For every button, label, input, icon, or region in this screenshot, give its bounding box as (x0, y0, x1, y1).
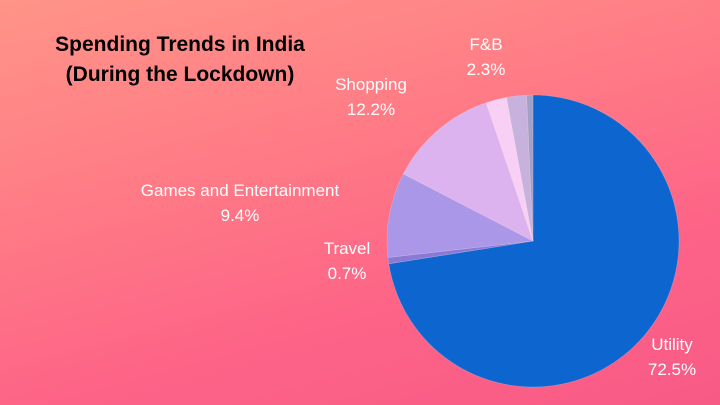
pie-slice-games-and-entertainment (386, 173, 535, 258)
slice-value-games-and-entertainment: 9.4% (221, 206, 260, 225)
chart-title: Spending Trends in India (During the Loc… (0, 30, 360, 90)
slice-label-games-and-entertainment: Games and Entertainment (141, 181, 340, 200)
pie-slice-unlabeled-5 (506, 94, 534, 242)
slice-value-shopping: 12.2% (347, 100, 395, 119)
pie-slice-utility (388, 94, 680, 388)
slice-value-travel: 0.7% (328, 264, 367, 283)
slice-label-utility: Utility (651, 335, 693, 354)
slice-label-f-b: F&B (469, 35, 502, 54)
pie-slice-unlabeled-6 (526, 94, 534, 242)
slice-label-shopping: Shopping (335, 75, 407, 94)
pie-labels: Utility 72.5% Travel 0.7% Games and Entertai… (141, 35, 696, 379)
pie-slice-travel (387, 240, 534, 265)
pie-slice-f-b (485, 97, 534, 242)
pie-slice-shopping (402, 102, 534, 242)
slice-value-utility: 72.5% (648, 360, 696, 379)
slice-label-travel: Travel (324, 239, 371, 258)
chart-title-main: Spending Trends in India (55, 33, 305, 56)
chart-subtitle: (During the Lockdown) (65, 63, 295, 86)
slice-value-f-b: 2.3% (467, 60, 506, 79)
pie-slices (386, 94, 680, 388)
